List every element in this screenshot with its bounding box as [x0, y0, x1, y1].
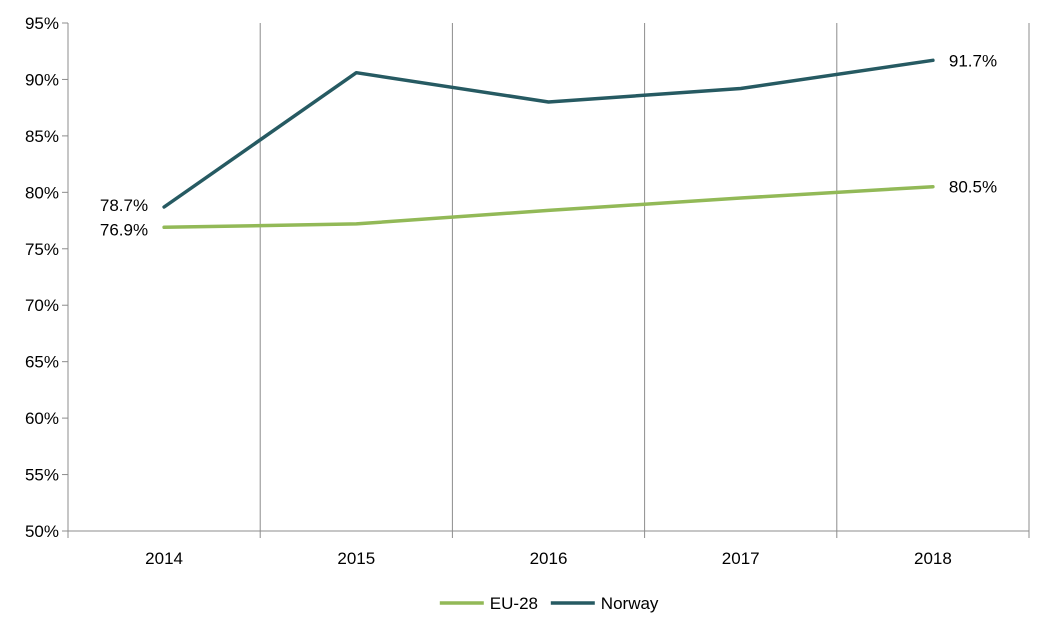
y-axis-tick-labels: 50% 55% 60% 65% 70% 75% 80% 85% 90% 95%	[25, 14, 59, 541]
data-label: 80.5%	[949, 178, 997, 197]
y-tick-label: 80%	[25, 183, 59, 202]
data-label: 78.7%	[100, 196, 148, 215]
data-label: 76.9%	[100, 220, 148, 239]
legend-label: EU-28	[490, 594, 538, 613]
y-tick-label: 55%	[25, 466, 59, 485]
y-tick-label: 90%	[25, 70, 59, 89]
series-line-eu-28	[162, 184, 935, 230]
y-tick-label: 75%	[25, 240, 59, 259]
x-tick-label: 2017	[722, 549, 760, 568]
series-lines	[162, 58, 935, 230]
y-tick-label: 85%	[25, 127, 59, 146]
gridlines	[259, 23, 1030, 531]
axes	[62, 22, 1030, 538]
series-line-norway	[162, 58, 935, 209]
x-axis-tick-labels: 2014 2015 2016 2017 2018	[145, 549, 952, 568]
data-labels: 76.9% 80.5% 78.7% 91.7%	[100, 51, 997, 239]
y-tick-label: 65%	[25, 353, 59, 372]
legend: EU-28 Norway	[439, 594, 659, 613]
legend-label: Norway	[601, 594, 659, 613]
data-label: 91.7%	[949, 51, 997, 70]
y-tick-label: 60%	[25, 409, 59, 428]
y-tick-label: 50%	[25, 522, 59, 541]
x-tick-label: 2015	[337, 549, 375, 568]
x-tick-label: 2014	[145, 549, 183, 568]
y-tick-label: 95%	[25, 14, 59, 33]
y-tick-label: 70%	[25, 296, 59, 315]
x-tick-label: 2018	[914, 549, 952, 568]
x-tick-label: 2016	[530, 549, 568, 568]
